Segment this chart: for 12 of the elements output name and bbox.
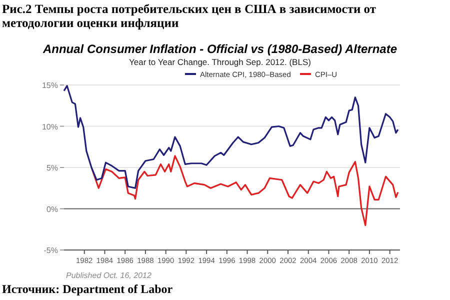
text: Published Oct. 16, 2012: [66, 271, 152, 280]
line-series: [90, 155, 399, 226]
text: Year to Year Change. Through Sep. 2012. (BLS): [129, 57, 312, 67]
y-tick-label: 15%: [42, 81, 58, 90]
y-tick-label: 10%: [42, 122, 58, 132]
text: Источник: Department of Labor: [2, 282, 174, 296]
chart-title: Рис.2 Темпы роста потребительских цен в США в зависимости от методологии оценки инфляции: [2, 2, 376, 30]
line-series: [63, 85, 399, 189]
y-tick-label: -5%: [44, 246, 58, 255]
chart-subtitle: Annual Consumer Inflation - Official vs (1980-Based) Alternate: [42, 42, 398, 56]
y-tick-label: 5%: [46, 164, 58, 172]
y-tick-label: 0%: [46, 204, 58, 214]
